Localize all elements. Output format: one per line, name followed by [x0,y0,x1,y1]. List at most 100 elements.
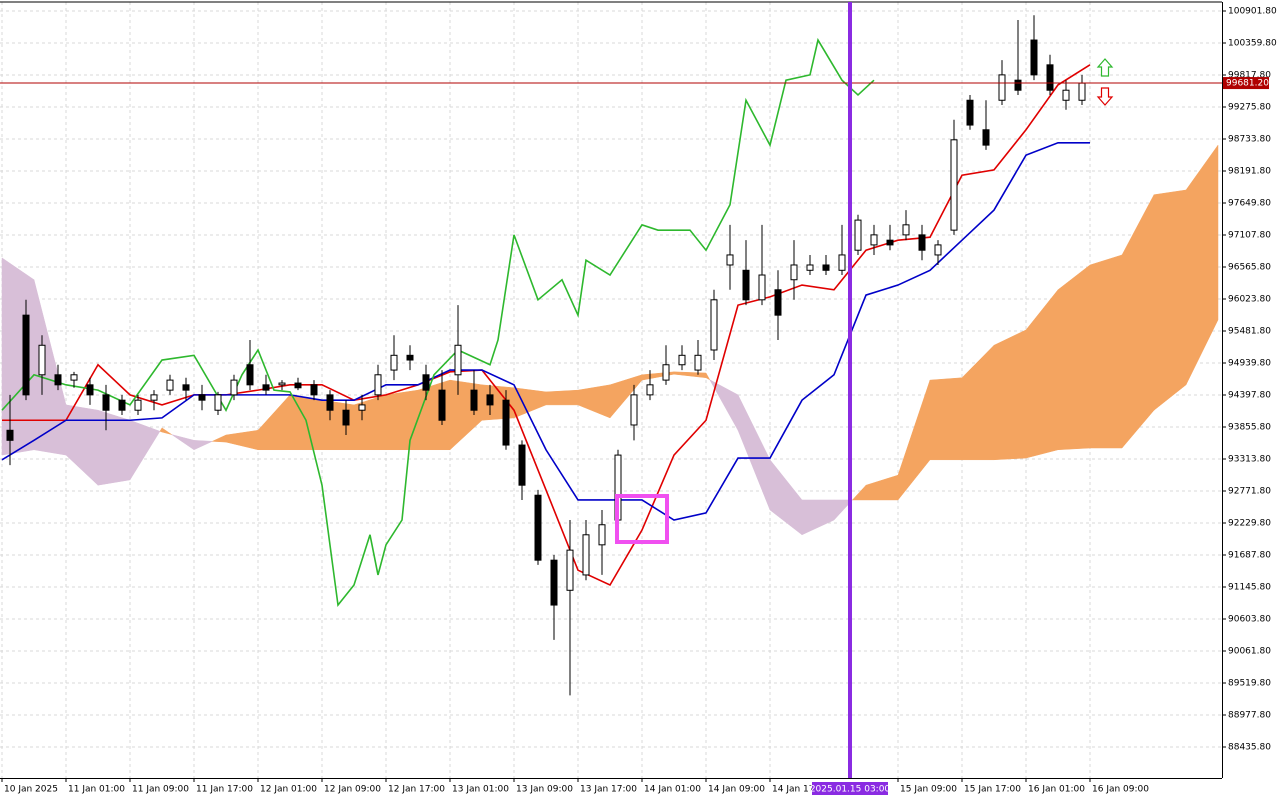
candle-body [406,354,414,361]
y-tick-label: 98733.80 [1228,134,1271,144]
y-tick-label: 93855.80 [1228,422,1271,432]
x-tick-label: 16 Jan 09:00 [1092,785,1149,795]
cloud-segment [385,389,419,451]
candle-body [694,354,702,371]
x-tick-label: 16 Jan 01:00 [1028,785,1085,795]
candle-body [22,314,30,396]
y-tick-label: 91145.80 [1228,582,1271,592]
cloud-segment [1089,254,1123,449]
candle-body [374,374,382,396]
x-tick-label: 10 Jan 2025 [4,785,58,795]
y-tick-label: 94939.80 [1228,358,1271,368]
x-tick-label: 15 Jan 17:00 [964,785,1021,795]
candle-body [566,549,574,591]
cloud-segment [129,419,161,481]
cloud-segment [1057,264,1091,451]
candle-body [534,494,542,561]
cloud-segment [193,440,213,451]
candle-body [214,394,222,411]
y-tick-label: 100901.80 [1228,6,1277,16]
candle-body [390,354,398,371]
y-tick-label: 97649.80 [1228,198,1271,208]
candle-body [950,139,958,231]
cloud-segment [705,372,711,381]
x-tick-label: 11 Jan 09:00 [132,785,189,795]
candle-body [598,524,606,546]
candle-body [982,129,990,146]
candle-body [966,99,974,126]
candle-body [262,384,270,391]
highlight-box [615,494,669,544]
candle-body [502,399,510,446]
y-tick-label: 99817.80 [1228,70,1271,80]
candle-body [150,394,158,401]
candle-body [918,234,926,251]
y-tick-label: 92229.80 [1228,518,1271,528]
candle-body [1046,64,1054,91]
candle-body [278,382,286,386]
y-tick-label: 88435.80 [1228,742,1271,752]
candle-body [326,394,334,411]
y-tick-label: 89519.80 [1228,678,1271,688]
cloud-segment [97,409,131,486]
candle-body [646,384,654,396]
current-price-label: 99681.20 [1226,79,1269,89]
y-tick-label: 96023.80 [1228,294,1271,304]
cloud-segment [1185,144,1219,385]
candle-body [310,384,318,396]
candle-body [102,394,110,411]
candle-body [742,269,750,301]
axes: 100901.80 100359.80 99817.80 99275.80 98733.… [1,6,1277,795]
candle-body [86,384,94,396]
y-tick-label: 95481.80 [1228,326,1271,336]
y-tick-label: 90061.80 [1228,646,1271,656]
y-tick-label: 94397.80 [1228,390,1271,400]
y-tick-label: 98191.80 [1228,166,1271,176]
x-tick-label: 13 Jan 01:00 [452,785,509,795]
candle-body [582,534,590,576]
candle-body [6,429,14,441]
candle-body [870,234,878,246]
y-tick-label: 99275.80 [1228,102,1271,112]
candle-body [710,299,718,351]
candle-body [902,224,910,236]
candle-body [166,379,174,391]
candle-body [630,394,638,426]
candle-body [438,389,446,421]
candle-body [518,444,526,486]
y-tick-label: 92771.80 [1228,486,1271,496]
indicator-line [1,141,1090,521]
x-tick-label: 11 Jan 17:00 [196,785,253,795]
cloud-segment [1153,189,1187,411]
y-tick-label: 93313.80 [1228,454,1271,464]
current-price-box [1223,77,1269,90]
y-tick-label: 91687.80 [1228,550,1271,560]
candle-body [422,374,430,391]
x-tick-label: 15 Jan 09:00 [900,785,957,795]
cloud-segment [833,499,854,521]
candle-body [550,559,558,606]
candle-body [230,379,238,396]
time-marker-box [812,782,888,795]
candle-body [358,404,366,411]
candle-body [758,274,766,301]
y-tick-label: 88977.80 [1228,710,1271,720]
candle-body [726,254,734,266]
candle-body [678,354,686,366]
indicator-line [1,37,875,608]
candle-body [838,254,846,271]
candle-body [54,374,62,386]
plot-area [0,15,1222,696]
candle-body [854,219,862,251]
candle-body [70,374,78,381]
candle-body [118,399,126,411]
candle-body [662,364,670,381]
x-tick-label: 13 Jan 17:00 [580,785,637,795]
candle-body [294,382,302,389]
y-tick-label: 96565.80 [1228,262,1271,272]
candle-body [1014,79,1022,91]
y-tick-label: 97107.80 [1228,230,1271,240]
